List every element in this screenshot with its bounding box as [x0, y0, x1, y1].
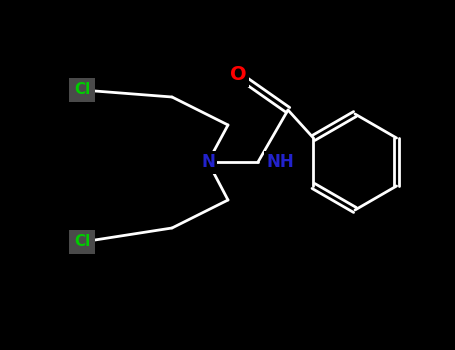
Text: O: O — [230, 65, 246, 84]
Text: NH: NH — [266, 153, 294, 171]
Text: N: N — [201, 153, 215, 171]
Text: Cl: Cl — [74, 234, 90, 250]
Text: Cl: Cl — [74, 83, 90, 98]
